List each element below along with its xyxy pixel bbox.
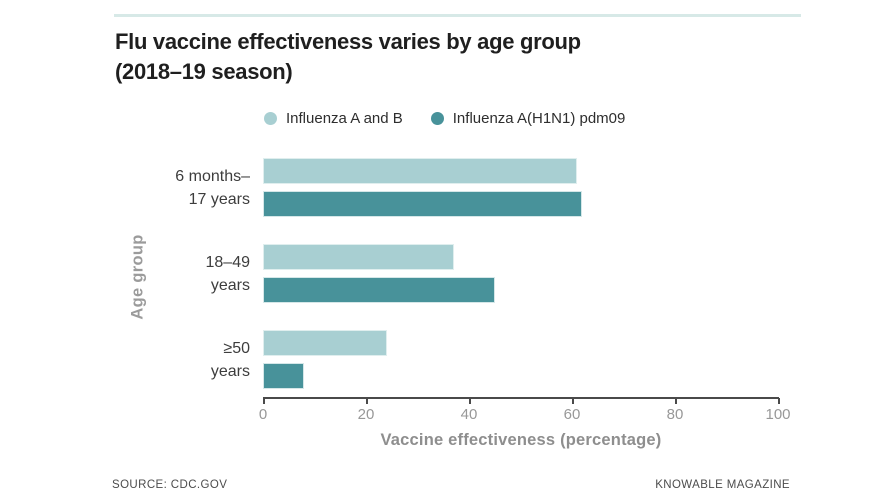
bar [263,277,495,303]
legend-swatch-icon [430,112,444,125]
x-tick-mark [469,398,471,404]
chart-title: Flu vaccine effectiveness varies by age … [115,27,581,87]
bar [263,244,454,270]
x-tick-label: 100 [765,406,791,423]
x-tick-mark [263,398,265,404]
legend-swatch-icon [264,112,277,125]
legend-item-1: Influenza A(H1N1) pdm09 [430,110,626,127]
chart-title-line1: Flu vaccine effectiveness varies by age … [115,29,581,54]
x-tick-label: 60 [563,406,581,423]
source-credit: SOURCE: CDC.GOV [112,479,228,491]
x-tick-label: 80 [666,406,684,423]
bar [263,330,387,356]
x-tick-mark [366,398,368,404]
x-tick-mark [675,398,677,404]
y-tick-label: 6 months– 17 years [175,167,250,208]
y-tick-label: 18–49 years [205,253,251,294]
x-tick-label: 20 [357,406,375,423]
legend-item-0: Influenza A and B [264,110,403,127]
y-tick-label: ≥50 years [210,339,250,380]
legend-label: Influenza A and B [286,110,403,127]
x-axis-line [263,397,779,399]
chart-legend: Influenza A and B Influenza A(H1N1) pdm09 [264,110,625,127]
x-tick-mark [778,398,780,404]
legend-label: Influenza A(H1N1) pdm09 [452,110,626,127]
accent-top-rule [114,14,801,17]
x-tick-label: 0 [258,406,268,423]
x-tick-mark [572,398,574,404]
bar [263,158,578,184]
publisher-credit: KNOWABLE MAGAZINE [655,479,790,491]
x-tick-label: 40 [460,406,478,423]
x-axis-title: Vaccine effectiveness (percentage) [380,431,662,449]
chart-title-line2: (2018–19 season) [115,59,293,84]
bar [263,363,305,389]
bar [263,191,583,217]
